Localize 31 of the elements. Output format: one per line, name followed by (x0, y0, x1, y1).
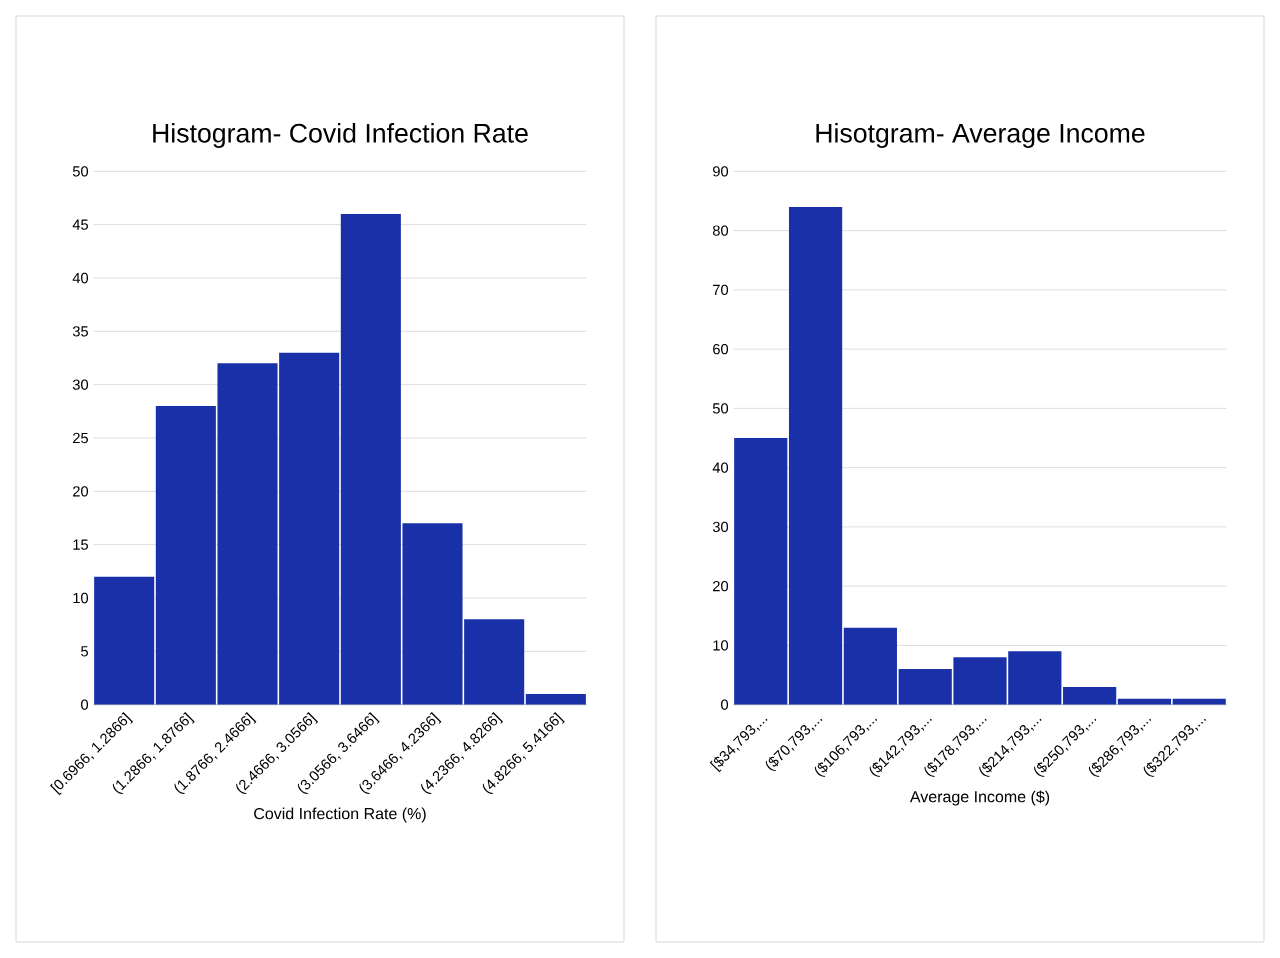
y-tick-label: 50 (72, 166, 89, 177)
y-tick-label: 60 (713, 343, 729, 355)
y-tick-label: 0 (721, 699, 729, 710)
y-tick-label: 70 (713, 284, 729, 296)
y-tick-label: 80 (712, 225, 729, 236)
y-tick-label: 0 (81, 699, 89, 710)
bar (525, 694, 586, 705)
y-tick-label: 35 (72, 326, 88, 337)
y-tick-label: 20 (713, 580, 729, 592)
bar (94, 576, 155, 705)
bar (788, 206, 843, 705)
y-tick-label: 40 (712, 462, 729, 473)
y-tick-label: 30 (72, 379, 89, 390)
y-tick-label: 25 (73, 432, 88, 444)
y-tick-label: 20 (73, 486, 89, 497)
bar (734, 438, 788, 705)
y-tick-label: 5 (81, 646, 88, 657)
y-tick-label: 10 (73, 592, 89, 604)
y-tick-label: 40 (72, 272, 89, 284)
chart-title: Histogram- Covid Infection Rate (153, 123, 528, 148)
bar (1063, 686, 1117, 705)
y-tick-label: 15 (73, 539, 88, 550)
x-axis-title: Average Income ($) (909, 790, 1050, 806)
y-tick-label: 10 (713, 640, 729, 651)
chart-title: Hisotgram- Average Income (816, 123, 1145, 148)
bar (843, 627, 897, 705)
y-tick-label: 30 (712, 521, 729, 533)
y-tick-label: 45 (72, 219, 88, 230)
y-tick-label: 50 (712, 403, 729, 414)
x-axis-title: Covid Infection Rate (%) (254, 807, 426, 823)
y-tick-label: 90 (713, 166, 729, 177)
